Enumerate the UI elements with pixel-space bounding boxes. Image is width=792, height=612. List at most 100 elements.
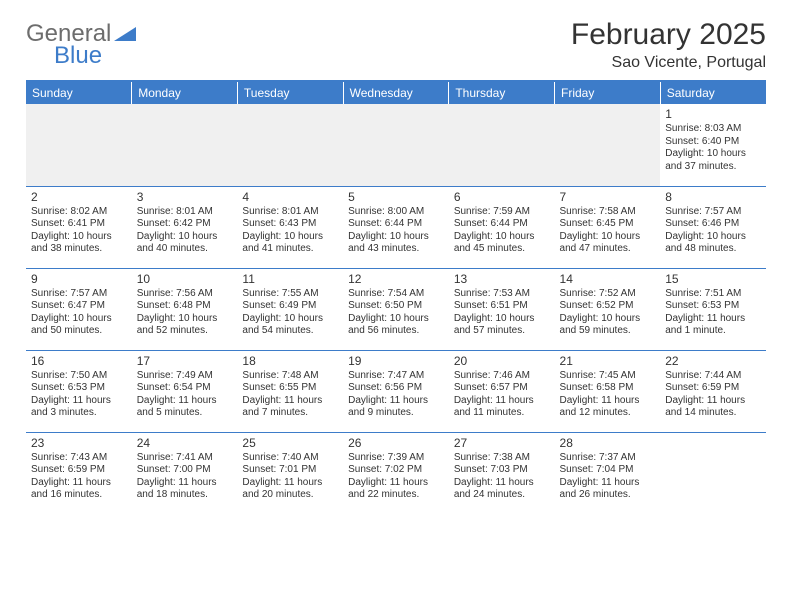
daylight-text: Daylight: 10 hours and 41 minutes. [242,231,338,256]
sunrise-text: Sunrise: 7:40 AM [242,452,338,465]
calendar-cell: 1Sunrise: 8:03 AMSunset: 6:40 PMDaylight… [660,104,766,186]
daylight-text: Daylight: 11 hours and 22 minutes. [348,477,444,502]
daylight-text: Daylight: 10 hours and 38 minutes. [31,231,127,256]
day-number: 15 [665,272,761,287]
calendar-cell: 9Sunrise: 7:57 AMSunset: 6:47 PMDaylight… [26,268,132,350]
weekday-header: Monday [132,82,238,104]
sunset-text: Sunset: 6:40 PM [665,136,761,149]
daylight-text: Daylight: 11 hours and 11 minutes. [454,395,550,420]
calendar-cell: 11Sunrise: 7:55 AMSunset: 6:49 PMDayligh… [237,268,343,350]
sunset-text: Sunset: 7:02 PM [348,464,444,477]
calendar-row: 16Sunrise: 7:50 AMSunset: 6:53 PM Dayligh… [26,350,766,432]
day-number: 27 [454,436,550,451]
day-number: 8 [665,190,761,205]
sunrise-text: Sunrise: 7:55 AM [242,288,338,301]
calendar-cell [26,104,132,186]
day-number: 25 [242,436,338,451]
sunset-text: Sunset: 6:53 PM [31,382,127,395]
sunrise-text: Sunrise: 7:38 AM [454,452,550,465]
sunrise-text: Sunrise: 7:47 AM [348,370,444,383]
daylight-text: Daylight: 11 hours and 20 minutes. [242,477,338,502]
sunset-text: Sunset: 6:53 PM [665,300,761,313]
calendar-cell [237,104,343,186]
sunset-text: Sunset: 6:57 PM [454,382,550,395]
sunrise-text: Sunrise: 7:37 AM [560,452,656,465]
daylight-text: Daylight: 10 hours and 57 minutes. [454,313,550,338]
calendar-row: 2Sunrise: 8:02 AMSunset: 6:41 PMDaylight… [26,186,766,268]
sunset-text: Sunset: 6:58 PM [560,382,656,395]
daylight-text: Daylight: 10 hours and 48 minutes. [665,231,761,256]
daylight-text: Daylight: 11 hours and 12 minutes. [560,395,656,420]
sunset-text: Sunset: 6:43 PM [242,218,338,231]
sunrise-text: Sunrise: 7:53 AM [454,288,550,301]
weekday-header: Tuesday [237,82,343,104]
calendar-cell [132,104,238,186]
calendar-cell: 14Sunrise: 7:52 AMSunset: 6:52 PMDayligh… [555,268,661,350]
daylight-text: Daylight: 11 hours and 9 minutes. [348,395,444,420]
day-number: 2 [31,190,127,205]
daylight-text: Daylight: 11 hours and 18 minutes. [137,477,233,502]
sunrise-text: Sunrise: 7:41 AM [137,452,233,465]
calendar-cell: 3Sunrise: 8:01 AMSunset: 6:42 PMDaylight… [132,186,238,268]
day-number: 24 [137,436,233,451]
daylight-text: Daylight: 10 hours and 40 minutes. [137,231,233,256]
daylight-text: Daylight: 10 hours and 52 minutes. [137,313,233,338]
day-number: 1 [665,107,761,122]
day-number: 14 [560,272,656,287]
day-number: 20 [454,354,550,369]
weekday-header: Friday [555,82,661,104]
calendar-cell: 4Sunrise: 8:01 AMSunset: 6:43 PMDaylight… [237,186,343,268]
sunrise-text: Sunrise: 8:02 AM [31,206,127,219]
sunrise-text: Sunrise: 8:01 AM [137,206,233,219]
daylight-text: Daylight: 11 hours and 24 minutes. [454,477,550,502]
sunset-text: Sunset: 6:54 PM [137,382,233,395]
sunrise-text: Sunrise: 7:46 AM [454,370,550,383]
sunset-text: Sunset: 7:01 PM [242,464,338,477]
daylight-text: Daylight: 10 hours and 45 minutes. [454,231,550,256]
sunset-text: Sunset: 6:55 PM [242,382,338,395]
calendar-table: Sunday Monday Tuesday Wednesday Thursday… [26,82,766,514]
calendar-cell: 12Sunrise: 7:54 AMSunset: 6:50 PMDayligh… [343,268,449,350]
daylight-text: Daylight: 11 hours and 26 minutes. [560,477,656,502]
day-number: 26 [348,436,444,451]
calendar-row: 1Sunrise: 8:03 AMSunset: 6:40 PMDaylight… [26,104,766,186]
daylight-text: Daylight: 10 hours and 54 minutes. [242,313,338,338]
sunrise-text: Sunrise: 7:58 AM [560,206,656,219]
sunset-text: Sunset: 6:49 PM [242,300,338,313]
day-number: 6 [454,190,550,205]
sunrise-text: Sunrise: 7:48 AM [242,370,338,383]
day-number: 3 [137,190,233,205]
daylight-text: Daylight: 10 hours and 47 minutes. [560,231,656,256]
calendar-cell [660,432,766,514]
sunrise-text: Sunrise: 7:39 AM [348,452,444,465]
day-number: 21 [560,354,656,369]
logo-triangle-icon [114,27,136,43]
calendar-cell [449,104,555,186]
daylight-text: Daylight: 10 hours and 59 minutes. [560,313,656,338]
sunrise-text: Sunrise: 7:57 AM [665,206,761,219]
weekday-header: Wednesday [343,82,449,104]
day-number: 10 [137,272,233,287]
day-number: 16 [31,354,127,369]
weekday-header: Thursday [449,82,555,104]
page-title: February 2025 [571,18,766,52]
calendar-cell: 17Sunrise: 7:49 AMSunset: 6:54 PMDayligh… [132,350,238,432]
daylight-text: Daylight: 10 hours and 56 minutes. [348,313,444,338]
daylight-text: Daylight: 11 hours and 1 minute. [665,313,761,338]
daylight-text: Daylight: 11 hours and 14 minutes. [665,395,761,420]
sunrise-text: Sunrise: 7:54 AM [348,288,444,301]
day-number: 17 [137,354,233,369]
location-label: Sao Vicente, Portugal [571,54,766,72]
header: General February 2025 Sao Vicente, Portu… [26,18,766,72]
calendar-cell: 5Sunrise: 8:00 AMSunset: 6:44 PMDaylight… [343,186,449,268]
sunset-text: Sunset: 7:03 PM [454,464,550,477]
sunrise-text: Sunrise: 7:50 AM [31,370,127,383]
sunrise-text: Sunrise: 7:44 AM [665,370,761,383]
daylight-text: Daylight: 11 hours and 16 minutes. [31,477,127,502]
sunrise-text: Sunrise: 7:43 AM [31,452,127,465]
calendar-cell: 13Sunrise: 7:53 AMSunset: 6:51 PMDayligh… [449,268,555,350]
sunset-text: Sunset: 6:41 PM [31,218,127,231]
sunset-text: Sunset: 7:04 PM [560,464,656,477]
sunset-text: Sunset: 6:44 PM [454,218,550,231]
sunset-text: Sunset: 6:52 PM [560,300,656,313]
